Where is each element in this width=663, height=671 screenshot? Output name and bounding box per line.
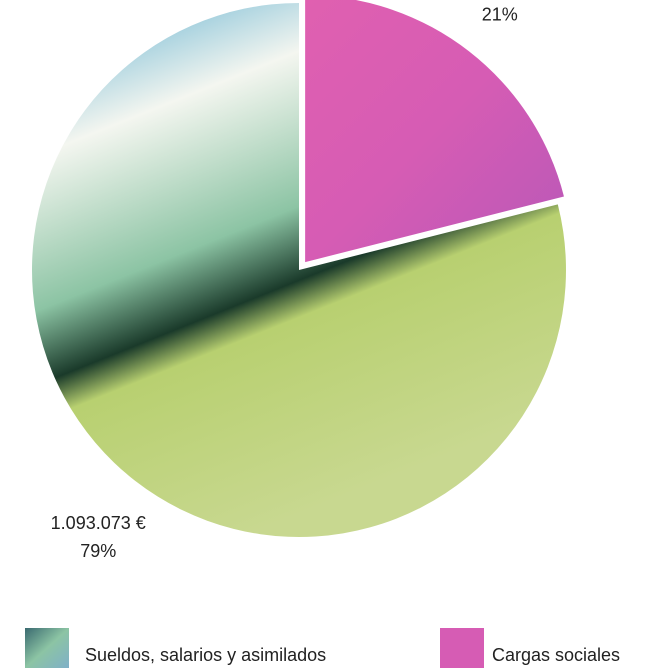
legend-swatch <box>25 628 69 668</box>
percent-label: 21% <box>482 4 518 24</box>
pie-slice <box>31 3 567 537</box>
pie-slice <box>305 0 564 263</box>
value-label: 1.093.073 € <box>51 513 146 533</box>
legend-label: Sueldos, salarios y asimilados <box>85 645 326 665</box>
percent-label: 79% <box>80 541 116 561</box>
legend-label: Cargas sociales <box>492 645 620 665</box>
legend-swatch <box>440 628 484 668</box>
